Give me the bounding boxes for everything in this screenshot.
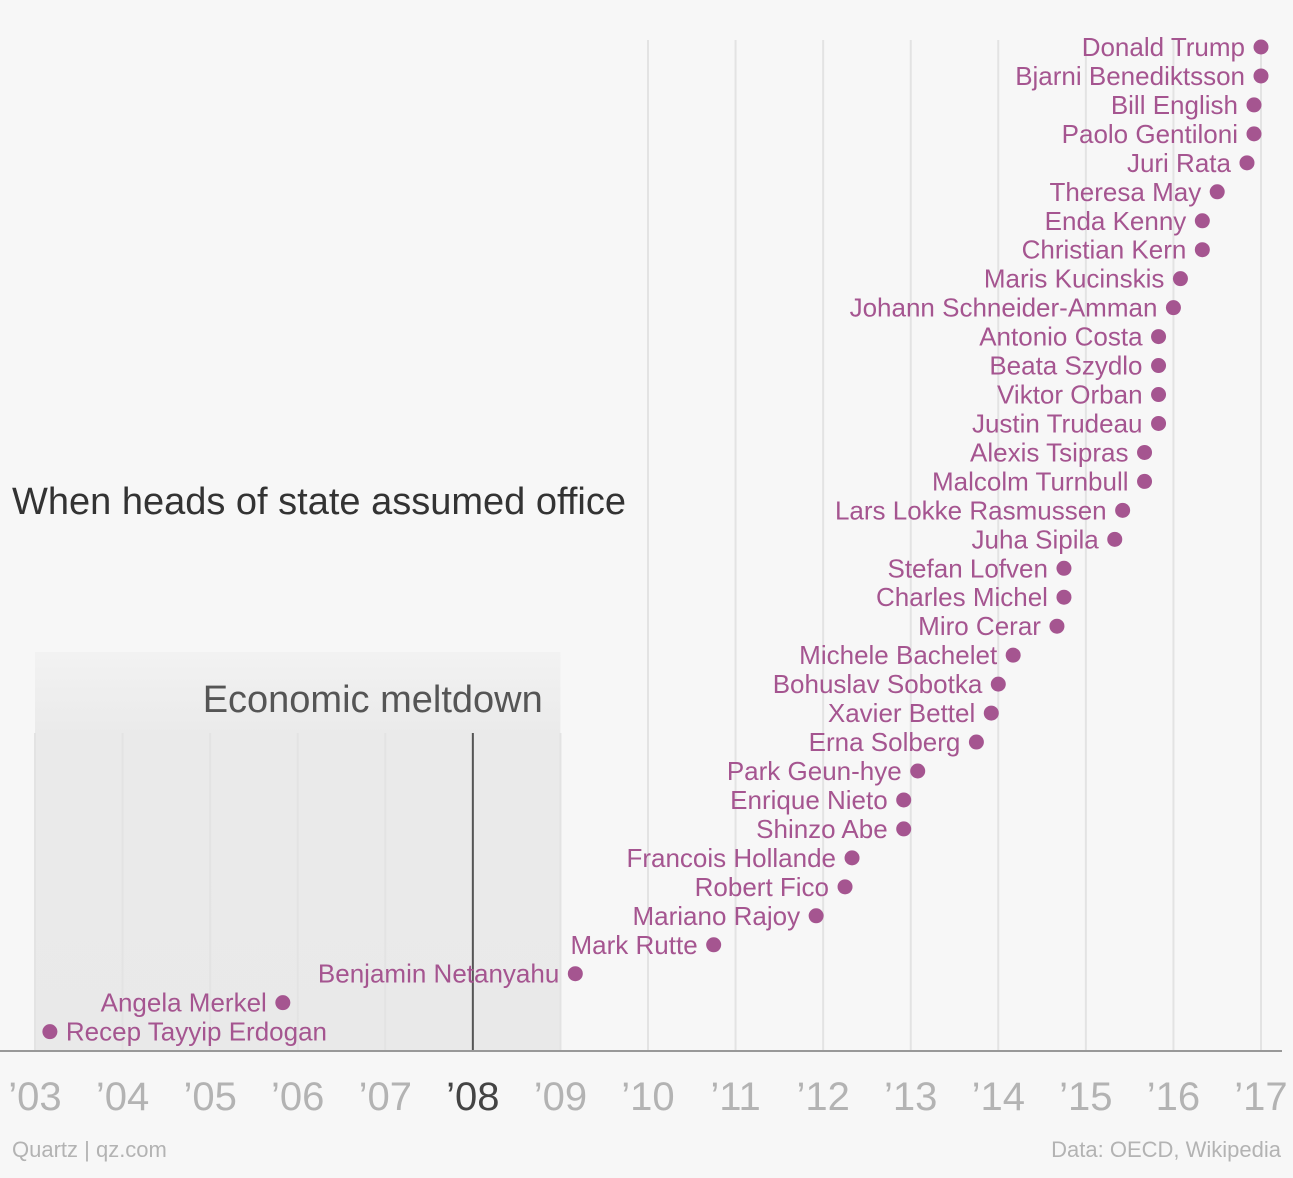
data-point-label: Enda Kenny xyxy=(1045,206,1187,236)
footer-source-right: Data: OECD, Wikipedia xyxy=(1051,1137,1282,1162)
data-point xyxy=(910,763,926,779)
x-axis: ’03 ’04 ’05 ’06 ’07 ’08 ’09 ’10 ’11 ’12 ’13 ’14 ’15 ’… xyxy=(0,1050,1288,1119)
data-point-label: Lars Lokke Rasmussen xyxy=(835,495,1107,525)
data-point xyxy=(1194,213,1210,229)
data-point xyxy=(1005,647,1021,663)
data-point-label: Recep Tayyip Erdogan xyxy=(66,1017,327,1047)
data-point-label: Theresa May xyxy=(1049,177,1201,207)
data-point-label: Bohuslav Sobotka xyxy=(773,669,983,699)
data-point xyxy=(1165,300,1181,316)
data-point xyxy=(1194,242,1210,258)
data-point xyxy=(1209,184,1225,200)
x-tick-label: ’16 xyxy=(1147,1075,1200,1119)
data-point xyxy=(1137,444,1153,460)
data-point xyxy=(1151,358,1167,374)
data-point xyxy=(896,792,912,808)
data-point-label: Stefan Lofven xyxy=(887,553,1047,583)
data-point xyxy=(896,821,912,837)
data-point xyxy=(1239,155,1255,171)
data-point xyxy=(1056,560,1072,576)
data-point xyxy=(983,705,999,721)
data-point xyxy=(1253,68,1269,84)
data-point-label: Michele Bachelet xyxy=(799,640,998,670)
data-point-label: Enrique Nieto xyxy=(730,785,888,815)
data-point xyxy=(1115,502,1131,518)
data-point-label: Charles Michel xyxy=(876,582,1048,612)
data-point xyxy=(968,734,984,750)
data-point-label: Shinzo Abe xyxy=(756,814,888,844)
data-point-label: Johann Schneider-Amman xyxy=(850,293,1158,323)
x-tick-label: ’17 xyxy=(1234,1075,1287,1119)
data-point-label: Mariano Rajoy xyxy=(632,901,800,931)
data-point xyxy=(1056,589,1072,605)
data-point xyxy=(275,995,291,1011)
data-point-label: Benjamin Netanyahu xyxy=(318,959,559,989)
data-point-label: Angela Merkel xyxy=(101,988,267,1018)
data-point xyxy=(1151,415,1167,431)
data-point xyxy=(990,676,1006,692)
x-tick-label: ’09 xyxy=(534,1075,587,1119)
data-point xyxy=(42,1024,58,1040)
data-point-label: Erna Solberg xyxy=(809,727,961,757)
x-tick-label: ’06 xyxy=(271,1075,324,1119)
data-point xyxy=(706,937,722,953)
data-point-label: Xavier Bettel xyxy=(828,698,975,728)
data-point xyxy=(1137,473,1153,489)
meltdown-annotation-label: Economic meltdown xyxy=(203,679,543,721)
data-point-label: Juri Rata xyxy=(1127,148,1232,178)
footer-source-left: Quartz | qz.com xyxy=(12,1137,167,1162)
data-point-label: Christian Kern xyxy=(1022,235,1187,265)
data-point-label: Antonio Costa xyxy=(979,322,1143,352)
chart-annotation-layer: Economic meltdown xyxy=(203,679,543,1051)
data-point-label: Park Geun-hye xyxy=(727,756,902,786)
data-point xyxy=(1172,271,1188,287)
x-tick-label: ’03 xyxy=(8,1075,61,1119)
data-point-label: Bill English xyxy=(1111,90,1238,120)
data-point-label: Justin Trudeau xyxy=(972,408,1143,438)
data-point xyxy=(1246,97,1262,113)
data-point-label: Bjarni Benediktsson xyxy=(1015,61,1245,91)
data-point-label: Mark Rutte xyxy=(571,930,698,960)
chart-grid xyxy=(34,40,1262,1051)
chart-series xyxy=(42,39,1269,1040)
x-tick-label: ’10 xyxy=(621,1075,674,1119)
data-point xyxy=(1246,126,1262,142)
data-point-label: Francois Hollande xyxy=(626,843,836,873)
data-point xyxy=(844,850,860,866)
data-point-label: Maris Kucinskis xyxy=(984,264,1165,294)
x-tick-label: ’05 xyxy=(183,1075,236,1119)
x-tick-label: ’15 xyxy=(1059,1075,1112,1119)
data-point-label: Beata Szydlo xyxy=(989,351,1142,381)
data-point-label: Donald Trump xyxy=(1082,32,1245,62)
x-tick-label: ’07 xyxy=(359,1075,412,1119)
data-point xyxy=(567,966,583,982)
data-point-label: Juha Sipila xyxy=(972,524,1100,554)
data-point-label: Miro Cerar xyxy=(918,611,1041,641)
data-point-label: Robert Fico xyxy=(695,872,829,902)
data-point-label: Paolo Gentiloni xyxy=(1062,119,1238,149)
data-point xyxy=(1107,531,1123,547)
data-point xyxy=(1049,618,1065,634)
data-point-label: Alexis Tsipras xyxy=(970,437,1128,467)
data-point xyxy=(808,908,824,924)
chart-title: When heads of state assumed office xyxy=(12,481,626,523)
x-tick-label: ’12 xyxy=(796,1075,849,1119)
data-point xyxy=(1151,329,1167,345)
data-point xyxy=(837,879,853,895)
data-point-label: Viktor Orban xyxy=(997,380,1142,410)
data-point xyxy=(1253,39,1269,55)
x-tick-label: ’04 xyxy=(96,1075,149,1119)
x-tick-label: ’08 xyxy=(446,1075,499,1119)
x-tick-label: ’14 xyxy=(972,1075,1025,1119)
data-point xyxy=(1151,387,1167,403)
data-point-label: Malcolm Turnbull xyxy=(932,466,1129,496)
x-tick-label: ’11 xyxy=(710,1075,760,1119)
x-tick-label: ’13 xyxy=(884,1075,937,1119)
